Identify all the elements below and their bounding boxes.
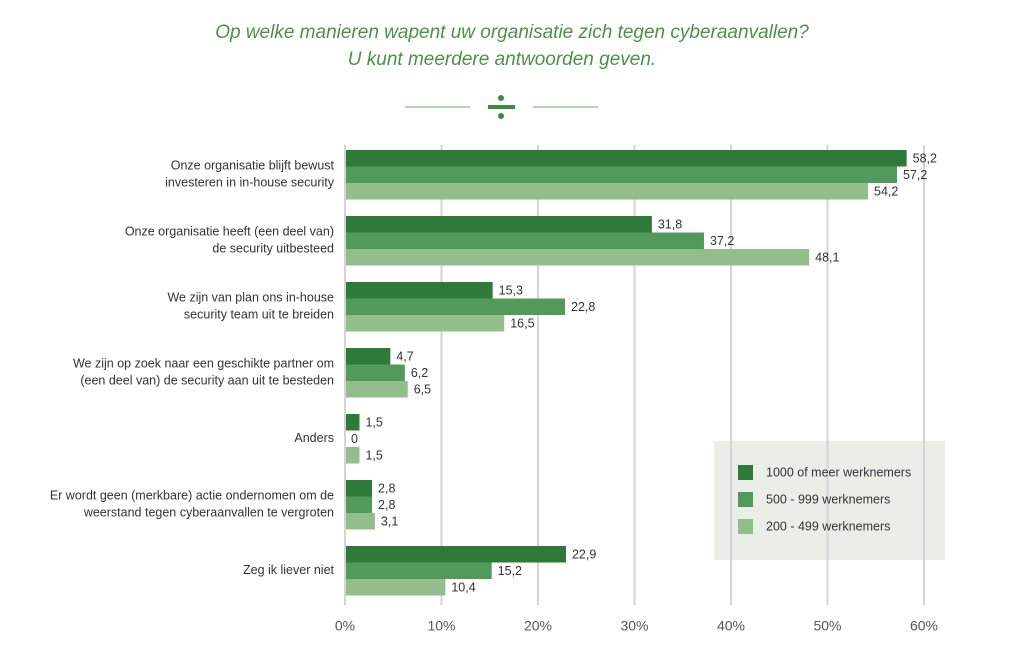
bar xyxy=(345,183,869,200)
x-tick-label: 40% xyxy=(717,618,745,634)
category-label: We zijn van plan ons in-house xyxy=(167,291,334,305)
value-label: 16,5 xyxy=(510,317,534,331)
chart-title: Op welke manieren wapent uw organisatie … xyxy=(215,22,809,43)
bar xyxy=(345,513,375,530)
bar xyxy=(345,298,566,315)
x-tick-label: 30% xyxy=(620,618,648,634)
value-label: 1,5 xyxy=(365,449,382,463)
bar xyxy=(345,447,360,464)
value-label: 10,4 xyxy=(451,581,475,595)
bar xyxy=(345,579,446,596)
value-label: 6,2 xyxy=(411,366,428,380)
category-label: Zeg ik liever niet xyxy=(243,563,335,577)
category-label: weerstand tegen cyberaanvallen te vergro… xyxy=(83,506,334,520)
value-label: 6,5 xyxy=(414,383,431,397)
bar xyxy=(345,562,492,579)
bar xyxy=(345,282,493,299)
category-label: Onze organisatie heeft (een deel van) xyxy=(125,225,334,239)
x-tick-label: 0% xyxy=(335,618,355,634)
value-label: 15,3 xyxy=(499,284,523,298)
bar xyxy=(345,381,408,398)
category-label: We zijn op zoek naar een geschikte partn… xyxy=(73,357,334,371)
x-tick-label: 10% xyxy=(427,618,455,634)
legend-swatch xyxy=(738,465,753,480)
x-tick-label: 20% xyxy=(524,618,552,634)
value-label: 2,8 xyxy=(378,498,395,512)
value-label: 0 xyxy=(351,432,358,446)
value-label: 48,1 xyxy=(815,251,839,265)
legend-label: 1000 of meer werknemers xyxy=(766,465,911,479)
bar xyxy=(345,546,566,563)
bar xyxy=(345,166,897,183)
chart-subtitle: U kunt meerdere antwoorden geven. xyxy=(348,49,656,70)
value-label: 57,2 xyxy=(903,168,927,182)
value-label: 2,8 xyxy=(378,482,395,496)
category-label: (een deel van) de security aan uit te be… xyxy=(80,374,334,388)
value-label: 15,2 xyxy=(498,564,522,578)
bar xyxy=(345,216,652,233)
category-label: Onze organisatie blijft bewust xyxy=(171,159,335,173)
value-label: 22,9 xyxy=(572,548,596,562)
category-label: Er wordt geen (merkbare) actie ondernome… xyxy=(50,489,334,503)
value-label: 1,5 xyxy=(365,416,382,430)
bar xyxy=(345,150,907,167)
legend-swatch xyxy=(738,519,753,534)
value-label: 22,8 xyxy=(571,300,595,314)
bar xyxy=(345,348,391,365)
category-label: de security uitbesteed xyxy=(212,242,334,256)
category-label: investeren in in-house security xyxy=(165,176,335,190)
legend-label: 500 - 999 werknemers xyxy=(766,492,890,506)
category-label: security team uit te breiden xyxy=(184,308,334,322)
divider xyxy=(405,95,598,119)
value-label: 4,7 xyxy=(396,350,413,364)
value-label: 3,1 xyxy=(381,515,398,529)
value-label: 54,2 xyxy=(874,185,898,199)
bar xyxy=(345,249,810,266)
x-tick-label: 60% xyxy=(910,618,938,634)
legend-label: 200 - 499 werknemers xyxy=(766,519,890,533)
value-label: 58,2 xyxy=(913,152,937,166)
value-label: 31,8 xyxy=(658,218,682,232)
category-label: Anders xyxy=(294,431,334,445)
bar xyxy=(345,232,704,249)
legend-swatch xyxy=(738,492,753,507)
x-tick-label: 50% xyxy=(813,618,841,634)
bar xyxy=(345,496,373,513)
bar xyxy=(345,315,505,332)
value-label: 37,2 xyxy=(710,234,734,248)
bar xyxy=(345,414,360,431)
bar xyxy=(345,480,373,497)
bar xyxy=(345,364,405,381)
